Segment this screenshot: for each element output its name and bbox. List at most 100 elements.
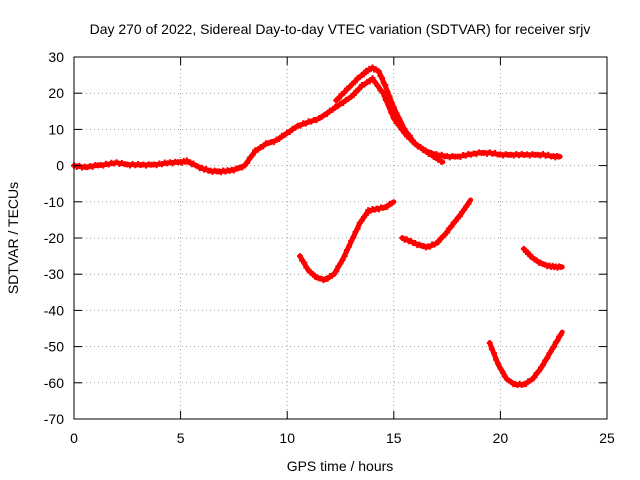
data-point [491, 350, 498, 357]
series-arc-6 [486, 329, 565, 389]
data-point [354, 225, 361, 232]
x-axis-label: GPS time / hours [287, 458, 394, 474]
data-point [444, 229, 451, 236]
data-point [249, 152, 256, 159]
data-point [276, 135, 283, 142]
data-point [412, 140, 419, 147]
data-point [393, 110, 400, 117]
data-point [456, 213, 463, 220]
y-tick-label: -30 [44, 266, 64, 282]
y-tick-label: -20 [44, 230, 64, 246]
plot-frame [73, 56, 608, 420]
y-tick-label: -50 [44, 339, 64, 355]
data-point [465, 201, 472, 208]
data-point [388, 200, 395, 207]
data-point [388, 100, 395, 107]
data-point [396, 115, 403, 122]
data-point [379, 75, 386, 82]
data-point [340, 100, 347, 107]
data-point [461, 206, 468, 213]
data-point [324, 111, 331, 118]
series-arc-5 [399, 197, 474, 251]
series-arc-1 [71, 157, 248, 176]
data-point [286, 129, 293, 136]
data-point [493, 356, 500, 363]
data-point [305, 266, 312, 273]
y-axis-label: SDTVAR / TECUs [5, 182, 21, 294]
data-point [333, 268, 340, 275]
data-point [363, 211, 370, 218]
data-point [369, 75, 376, 82]
data-point [346, 243, 353, 250]
data-points [71, 64, 565, 389]
data-point [428, 151, 435, 158]
data-point [350, 92, 357, 99]
data-point [301, 259, 308, 266]
y-tick-label: 20 [48, 85, 64, 101]
data-point [499, 368, 506, 375]
series-arc-7 [520, 245, 565, 271]
data-point [341, 89, 348, 96]
data-point [335, 95, 342, 102]
data-point [531, 374, 538, 381]
series-line [487, 329, 565, 388]
data-point [372, 79, 379, 86]
data-point [406, 132, 413, 139]
data-point [386, 93, 393, 100]
data-point [346, 84, 353, 91]
data-point [296, 253, 303, 260]
data-point [555, 153, 562, 160]
data-point [525, 249, 532, 256]
data-point [486, 339, 493, 346]
data-point [343, 246, 350, 253]
y-tick-label: -60 [44, 375, 64, 391]
series-arc-3 [333, 64, 446, 165]
axis-ticks: 0 5 10 15 20 25 -70 -60 -50 -40 -30 -20 -10 0 10 20 30 [44, 49, 615, 446]
grid [74, 57, 607, 419]
y-tick-label: 0 [56, 158, 64, 174]
data-point [488, 346, 495, 353]
data-point [388, 109, 395, 116]
data-point [375, 68, 382, 75]
data-point [398, 121, 405, 128]
data-point [535, 368, 542, 375]
data-point [356, 86, 363, 93]
x-tick-label: 15 [386, 430, 402, 446]
data-point [366, 78, 373, 85]
data-point [452, 218, 459, 225]
data-point [382, 97, 389, 104]
data-point [337, 260, 344, 267]
data-point [435, 238, 442, 245]
series-arc-4 [296, 199, 397, 284]
data-point [390, 115, 397, 122]
data-point [351, 79, 358, 86]
data-point [244, 159, 251, 166]
data-point [438, 158, 445, 165]
data-point [350, 234, 357, 241]
x-tick-label: 20 [493, 430, 509, 446]
data-point [495, 360, 502, 367]
data-point [374, 82, 381, 89]
data-point [339, 256, 346, 263]
x-tick-label: 10 [279, 430, 295, 446]
x-tick-label: 5 [177, 430, 185, 446]
data-point [329, 106, 336, 113]
data-point [260, 143, 267, 150]
data-point [544, 355, 551, 362]
data-point [352, 229, 359, 236]
data-point [358, 217, 365, 224]
data-point [448, 223, 455, 230]
data-point [390, 104, 397, 111]
data-point [384, 88, 391, 95]
x-tick-label: 25 [599, 430, 615, 446]
data-point [557, 332, 564, 339]
data-point [360, 71, 367, 78]
x-tick-label: 0 [70, 430, 78, 446]
data-point [540, 362, 547, 368]
data-point [554, 337, 561, 344]
y-tick-label: 10 [48, 121, 64, 137]
data-point [401, 125, 408, 132]
y-tick-label: 30 [48, 49, 64, 65]
y-tick-label: -10 [44, 194, 64, 210]
